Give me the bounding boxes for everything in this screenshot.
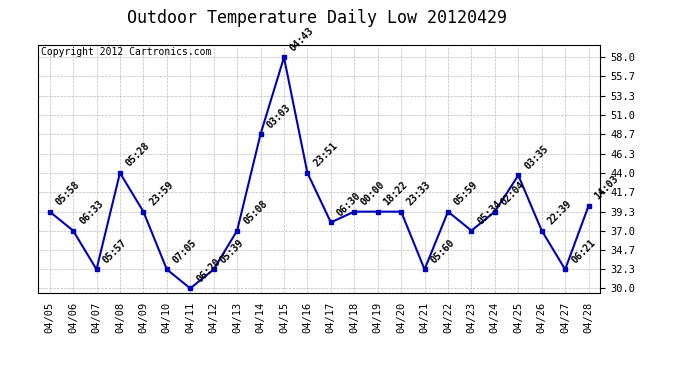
- Text: 18:22: 18:22: [382, 180, 410, 207]
- Text: 06:33: 06:33: [77, 199, 105, 226]
- Text: 05:57: 05:57: [101, 237, 128, 265]
- Text: 03:03: 03:03: [265, 102, 293, 130]
- Text: Outdoor Temperature Daily Low 20120429: Outdoor Temperature Daily Low 20120429: [128, 9, 507, 27]
- Text: 06:21: 06:21: [569, 237, 597, 265]
- Text: 05:34: 05:34: [475, 199, 504, 226]
- Text: Copyright 2012 Cartronics.com: Copyright 2012 Cartronics.com: [41, 48, 211, 57]
- Text: 06:30: 06:30: [335, 190, 363, 218]
- Text: 00:00: 00:00: [358, 180, 386, 207]
- Text: 05:59: 05:59: [452, 180, 480, 207]
- Text: 05:60: 05:60: [428, 237, 457, 265]
- Text: 07:05: 07:05: [171, 237, 199, 265]
- Text: 23:59: 23:59: [148, 180, 175, 207]
- Text: 05:58: 05:58: [54, 180, 81, 207]
- Text: 03:35: 03:35: [522, 143, 551, 171]
- Text: 23:51: 23:51: [312, 141, 339, 169]
- Text: 23:33: 23:33: [405, 180, 433, 207]
- Text: 14:03: 14:03: [593, 174, 620, 202]
- Text: 05:28: 05:28: [124, 141, 152, 169]
- Text: 05:39: 05:39: [218, 237, 246, 265]
- Text: 06:20: 06:20: [195, 256, 222, 284]
- Text: 02:04: 02:04: [499, 180, 527, 207]
- Text: 04:43: 04:43: [288, 26, 316, 53]
- Text: 05:08: 05:08: [241, 199, 269, 226]
- Text: 22:39: 22:39: [546, 199, 573, 226]
